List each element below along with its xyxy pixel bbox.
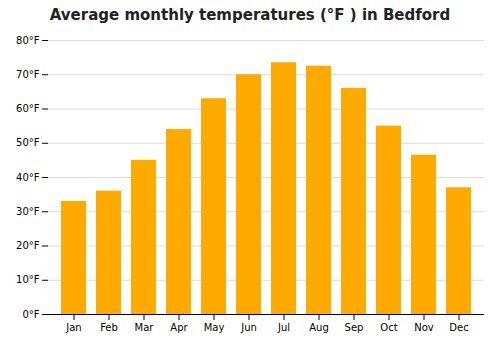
svg-text:Feb: Feb — [100, 322, 118, 333]
svg-text:Nov: Nov — [414, 322, 434, 333]
svg-text:May: May — [204, 322, 225, 333]
svg-text:40°F: 40°F — [16, 172, 40, 183]
svg-text:80°F: 80°F — [16, 35, 40, 46]
svg-text:Oct: Oct — [380, 322, 397, 333]
svg-text:Mar: Mar — [135, 322, 155, 333]
svg-text:20°F: 20°F — [16, 240, 40, 251]
svg-text:30°F: 30°F — [16, 206, 40, 217]
svg-text:0°F: 0°F — [22, 309, 39, 320]
html-text:Average monthly temperatures (: Average monthly temperatures (°F ) in Be… — [49, 6, 451, 24]
svg-text:Jun: Jun — [240, 322, 257, 333]
svg-text:Sep: Sep — [345, 322, 364, 333]
svg-text:Jan: Jan — [65, 322, 81, 333]
svg-text:Aug: Aug — [309, 322, 329, 333]
svg-text:Dec: Dec — [449, 322, 468, 333]
svg-text:Apr: Apr — [170, 322, 188, 333]
svg-text:70°F: 70°F — [16, 69, 40, 80]
svg-text:60°F: 60°F — [16, 103, 40, 114]
svg-text:10°F: 10°F — [16, 274, 40, 285]
svg-text:Jul: Jul — [277, 322, 290, 333]
svg-text:50°F: 50°F — [16, 137, 40, 148]
